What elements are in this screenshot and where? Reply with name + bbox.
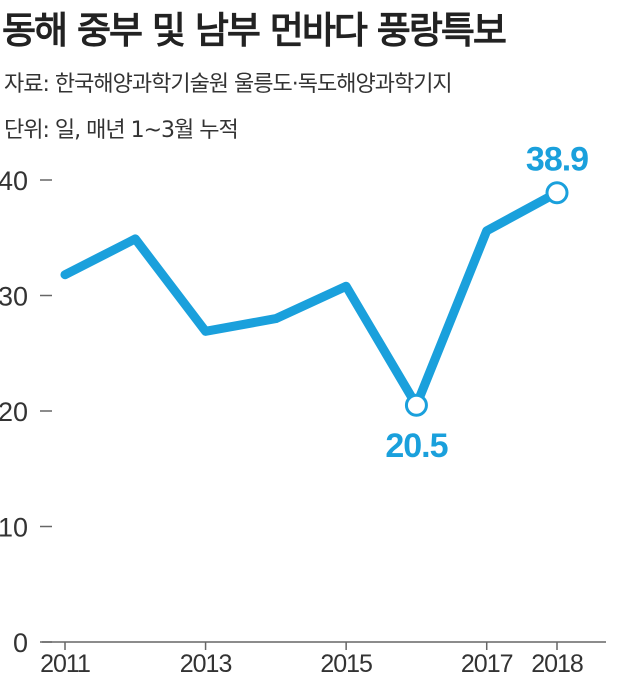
x-tick-label: 2011 [40,650,90,676]
chart-title: 동해 중부 및 남부 먼바다 풍랑특보 [2,9,507,52]
data-point-marker [545,181,569,205]
data-point-marker [404,393,428,417]
data-label: 38.9 [526,141,588,179]
y-tick-label: 40 [0,166,28,196]
data-label: 20.5 [385,427,447,465]
y-tick-label: 30 [0,282,28,312]
chart-source: 자료: 한국해양과학기술원 울릉도·독도해양과학기지 [4,72,453,97]
y-tick-label: 10 [0,513,28,543]
x-tick-label: 2013 [180,650,232,676]
x-tick-label: 2018 [531,650,583,676]
chart-unit: 단위: 일, 매년 1~3월 누적 [4,118,239,143]
x-tick-label: 2017 [461,650,513,676]
x-tick-label: 2015 [320,650,372,676]
y-tick-label: 20 [0,397,28,427]
y-tick-label: 0 [13,628,28,658]
series-line [60,188,562,410]
